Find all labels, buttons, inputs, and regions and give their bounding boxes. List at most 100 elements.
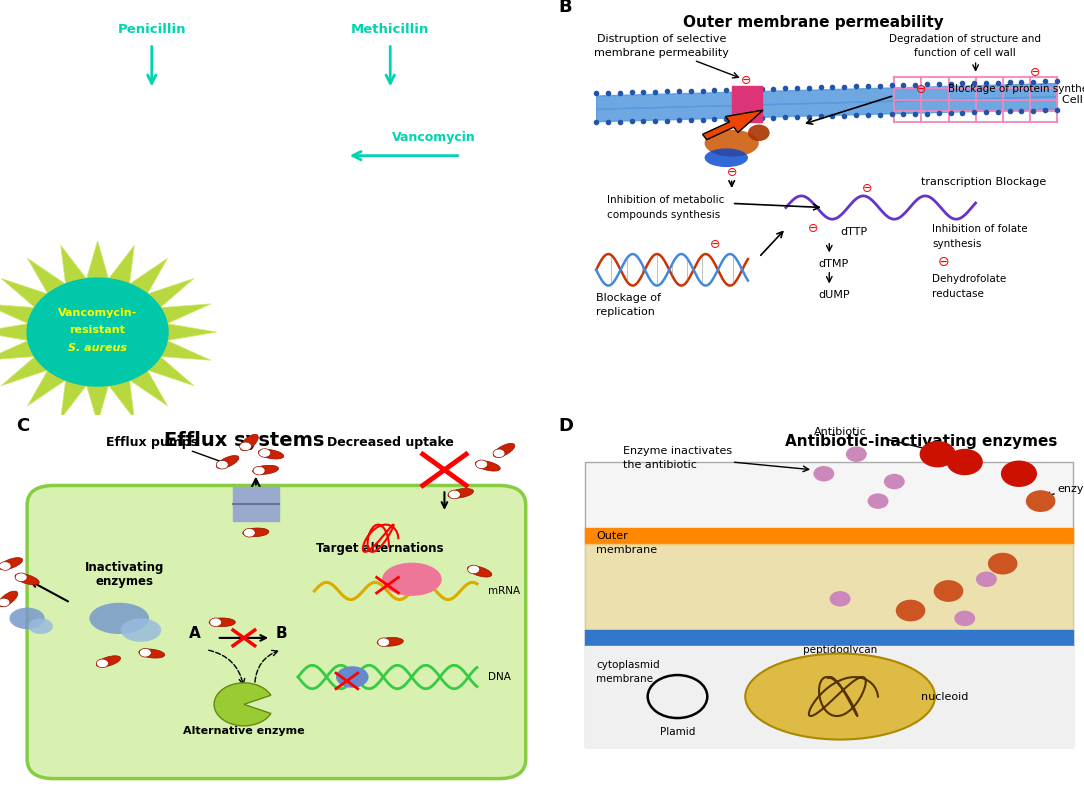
Text: Antibiotic-inactivating enzymes: Antibiotic-inactivating enzymes [785, 434, 1058, 450]
Text: peptidoglycan: peptidoglycan [803, 645, 877, 654]
Text: Efflux pumps: Efflux pumps [106, 436, 197, 450]
Circle shape [947, 450, 982, 475]
Ellipse shape [243, 529, 255, 537]
Text: S. aureus: S. aureus [245, 10, 340, 27]
Text: function of cell wall: function of cell wall [914, 48, 1016, 58]
Ellipse shape [96, 659, 108, 667]
Text: Vancomycin-: Vancomycin- [57, 309, 138, 318]
Text: S. aureus: S. aureus [11, 87, 66, 100]
Ellipse shape [259, 449, 271, 457]
Text: resistant: resistant [69, 325, 126, 335]
Text: ⊖: ⊖ [808, 222, 818, 235]
Text: Distruption of selective: Distruption of selective [596, 34, 726, 44]
Wedge shape [215, 683, 271, 726]
Text: membrane permeability: membrane permeability [594, 48, 728, 58]
Ellipse shape [209, 618, 235, 626]
Text: Methicillin: Methicillin [351, 23, 429, 36]
Text: synthesis: synthesis [932, 239, 982, 249]
Ellipse shape [0, 562, 11, 571]
Text: transcription Blockage: transcription Blockage [921, 177, 1047, 187]
Text: ⊖: ⊖ [741, 74, 751, 87]
Ellipse shape [258, 450, 284, 459]
Circle shape [830, 592, 850, 606]
Text: nucleoid: nucleoid [921, 692, 969, 701]
Text: compounds synthesis: compounds synthesis [607, 210, 720, 220]
Circle shape [868, 494, 888, 508]
Text: ⊖: ⊖ [938, 255, 950, 268]
Text: cytoplasmid: cytoplasmid [596, 660, 660, 671]
Ellipse shape [377, 638, 389, 646]
Text: S. aureus: S. aureus [269, 324, 327, 334]
Ellipse shape [748, 125, 770, 141]
Text: ⊖: ⊖ [862, 182, 873, 195]
Circle shape [896, 600, 925, 621]
Text: Enzyme inactivates: Enzyme inactivates [623, 447, 733, 456]
Ellipse shape [468, 565, 480, 574]
Text: [2002]: [2002] [136, 133, 172, 143]
Text: enzymes: enzymes [95, 575, 154, 588]
Circle shape [847, 447, 866, 461]
Circle shape [977, 572, 996, 586]
Text: Efflux systems: Efflux systems [164, 431, 324, 451]
Ellipse shape [449, 490, 461, 499]
Ellipse shape [96, 656, 120, 667]
Ellipse shape [140, 648, 152, 657]
Circle shape [27, 278, 168, 386]
Circle shape [934, 581, 963, 601]
Text: reductase: reductase [932, 289, 984, 299]
Text: Dehydrofolate: Dehydrofolate [932, 274, 1006, 285]
Ellipse shape [241, 434, 258, 451]
Text: [1990s]: [1990s] [439, 170, 482, 181]
FancyBboxPatch shape [27, 485, 526, 779]
Ellipse shape [139, 649, 165, 658]
Text: dTMP: dTMP [818, 259, 849, 268]
Circle shape [1027, 491, 1055, 511]
Ellipse shape [705, 130, 759, 156]
Text: dUMP: dUMP [818, 289, 850, 300]
Ellipse shape [15, 574, 39, 585]
Text: Blockage of protein synthesis: Blockage of protein synthesis [948, 85, 1084, 94]
Text: D: D [558, 417, 573, 434]
Ellipse shape [467, 566, 492, 577]
Text: Penicillin: Penicillin [117, 23, 186, 36]
Text: membrane: membrane [596, 545, 657, 555]
Text: Vancomycin: Vancomycin [391, 131, 476, 144]
Ellipse shape [15, 573, 27, 582]
Text: replication: replication [596, 307, 655, 318]
Circle shape [885, 475, 904, 488]
Bar [732, 86, 761, 123]
Ellipse shape [209, 618, 221, 626]
Text: B: B [558, 0, 572, 16]
Text: Target alternations: Target alternations [315, 542, 443, 555]
Text: Decreased uptake: Decreased uptake [326, 436, 454, 450]
Ellipse shape [89, 603, 150, 634]
Text: Inactivating: Inactivating [85, 562, 165, 575]
Text: Next?......: Next?...... [5, 147, 74, 160]
Text: Inhibition of metabolic: Inhibition of metabolic [607, 195, 724, 206]
Ellipse shape [0, 598, 10, 607]
Text: Inhibition of folate: Inhibition of folate [932, 224, 1028, 235]
Text: S. aureus (MRSA): S. aureus (MRSA) [420, 108, 534, 121]
FancyArrow shape [702, 110, 763, 139]
Ellipse shape [336, 667, 369, 688]
Ellipse shape [120, 618, 162, 642]
Text: Vancomycin: Vancomycin [261, 286, 335, 297]
Ellipse shape [475, 461, 501, 471]
Ellipse shape [448, 488, 474, 498]
Ellipse shape [10, 608, 44, 629]
Text: Penicillin-resistant: Penicillin-resistant [170, 77, 296, 89]
Ellipse shape [476, 460, 488, 468]
Ellipse shape [217, 455, 238, 468]
Ellipse shape [254, 467, 266, 475]
Text: Degradation of structure and: Degradation of structure and [889, 34, 1041, 44]
Text: (VISA): (VISA) [279, 343, 318, 352]
Ellipse shape [28, 618, 53, 634]
Text: membrane: membrane [596, 674, 654, 684]
Polygon shape [0, 241, 217, 423]
Ellipse shape [493, 449, 505, 458]
Text: [1997]: [1997] [314, 133, 351, 143]
Text: the antibiotic: the antibiotic [623, 460, 697, 470]
Text: Plamid: Plamid [660, 727, 695, 737]
Text: Vancomycin-resistant: Vancomycin-resistant [366, 286, 501, 297]
Text: mRNA: mRNA [488, 586, 520, 596]
